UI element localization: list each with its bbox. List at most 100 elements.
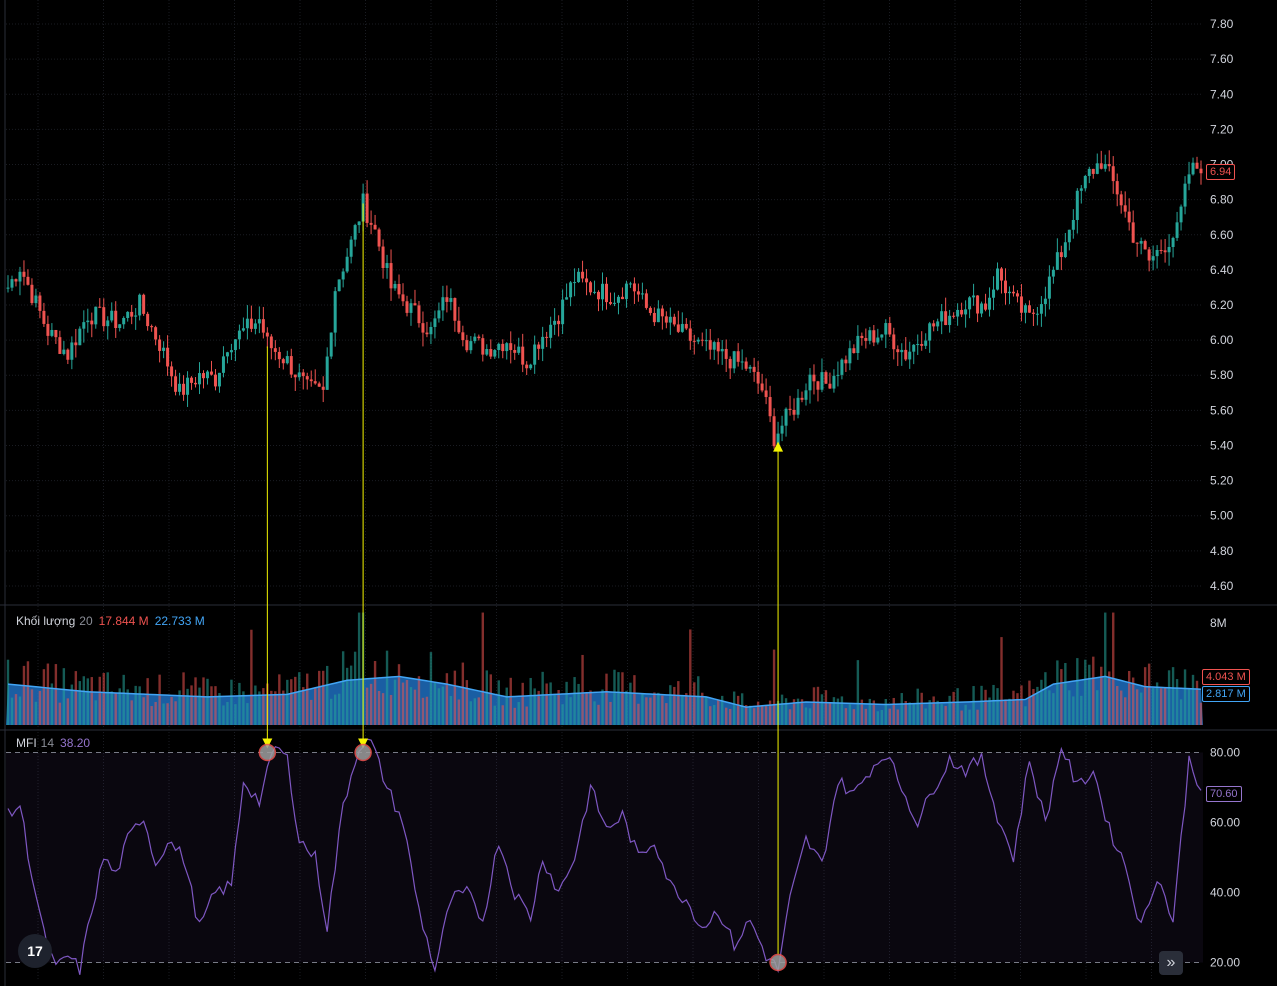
volume-bar xyxy=(493,705,496,725)
volume-bar xyxy=(170,696,173,725)
candle-body xyxy=(297,372,301,378)
candle-body xyxy=(245,318,249,329)
candle-body xyxy=(1091,168,1095,174)
mfi-legend-param: 14 xyxy=(40,736,55,750)
volume-bar xyxy=(70,684,74,725)
volume-bar xyxy=(106,672,109,725)
candle-body xyxy=(18,271,22,282)
candle-body xyxy=(30,284,34,304)
volume-bar xyxy=(1092,656,1095,725)
candle-body xyxy=(445,297,449,302)
volume-bar xyxy=(397,664,401,725)
volume-bar xyxy=(537,690,540,725)
volume-bar xyxy=(110,691,113,725)
volume-bar xyxy=(609,701,612,725)
volume-bar xyxy=(1048,690,1051,725)
volume-bar xyxy=(521,682,524,725)
candle-body xyxy=(62,349,66,354)
candle-body xyxy=(433,318,437,327)
candle-body xyxy=(509,343,513,351)
volume-bar xyxy=(948,695,951,725)
candle-body xyxy=(110,310,114,321)
candle-body xyxy=(533,344,537,365)
candle-body xyxy=(425,332,429,335)
candle-body xyxy=(776,433,780,447)
volume-bar xyxy=(1120,690,1123,725)
candle-body xyxy=(417,305,421,324)
volume-bar xyxy=(880,709,884,725)
annotation-marker xyxy=(258,743,277,762)
volume-bar xyxy=(341,651,345,725)
volume-bar xyxy=(102,672,105,725)
candle-body xyxy=(1003,280,1007,294)
volume-bar xyxy=(645,697,648,725)
volume-bar xyxy=(960,710,963,725)
candle-body xyxy=(1123,205,1127,212)
candle-body xyxy=(122,317,126,325)
volume-bar xyxy=(98,676,101,725)
candle-body xyxy=(720,348,724,352)
annotation-arrowhead xyxy=(358,738,369,749)
candle-body xyxy=(477,336,481,339)
volume-bar xyxy=(888,708,891,725)
candle-body xyxy=(90,320,94,325)
volume-bar xyxy=(860,699,864,725)
volume-bar xyxy=(210,686,213,725)
candle-body xyxy=(78,328,82,346)
volume-bar xyxy=(46,663,50,725)
volume-bar xyxy=(1000,637,1003,725)
volume-bar xyxy=(318,670,321,725)
candle-body xyxy=(844,359,848,364)
candle-body xyxy=(385,263,389,268)
candle-body xyxy=(1000,268,1004,281)
candle-body xyxy=(541,336,545,349)
scroll-to-realtime-button[interactable]: » xyxy=(1159,951,1183,975)
candle-body xyxy=(868,330,872,341)
volume-bar xyxy=(166,703,169,725)
volume-bar xyxy=(405,680,409,725)
mfi-legend-name: MFI xyxy=(16,736,37,750)
volume-bar xyxy=(18,696,22,725)
volume-bar xyxy=(1020,685,1023,725)
candle-body xyxy=(1071,219,1075,230)
candle-body xyxy=(273,348,277,352)
volume-bar xyxy=(545,683,548,725)
volume-bar xyxy=(78,681,82,725)
candle-body xyxy=(1199,168,1203,174)
volume-bar xyxy=(278,674,281,725)
candle-body xyxy=(836,374,840,376)
candle-body xyxy=(573,282,577,284)
volume-bar xyxy=(900,693,903,725)
candle-body xyxy=(138,294,142,316)
candle-body xyxy=(820,372,824,390)
volume-bar xyxy=(505,687,508,725)
candle-body xyxy=(1167,246,1171,253)
candle-body xyxy=(752,366,756,372)
volume-bar xyxy=(661,695,664,725)
volume-bar xyxy=(952,691,955,725)
candle-body xyxy=(14,279,18,282)
volume-ma-line xyxy=(7,675,1202,708)
volume-bar xyxy=(517,702,520,725)
volume-bar xyxy=(453,670,457,725)
candle-body xyxy=(660,308,664,317)
candle-body xyxy=(1043,298,1047,305)
candle-body xyxy=(277,351,281,360)
mfi-legend-value: 38.20 xyxy=(60,736,91,750)
volume-bar xyxy=(724,707,728,725)
candle-body xyxy=(1059,252,1063,258)
price-tick-label: 6.20 xyxy=(1210,298,1234,312)
volume-bar xyxy=(872,700,876,725)
volume-bar xyxy=(932,696,935,725)
volume-legend-param: 20 xyxy=(79,614,93,628)
tradingview-logo-icon[interactable]: 17 xyxy=(18,934,52,968)
volume-bar xyxy=(485,670,488,725)
candle-body xyxy=(170,366,174,377)
candle-body xyxy=(182,383,186,395)
candle-body xyxy=(521,346,525,365)
candle-body xyxy=(700,339,704,341)
candle-body xyxy=(1103,164,1107,169)
volume-bar xyxy=(413,689,417,725)
volume-bar xyxy=(717,700,720,725)
